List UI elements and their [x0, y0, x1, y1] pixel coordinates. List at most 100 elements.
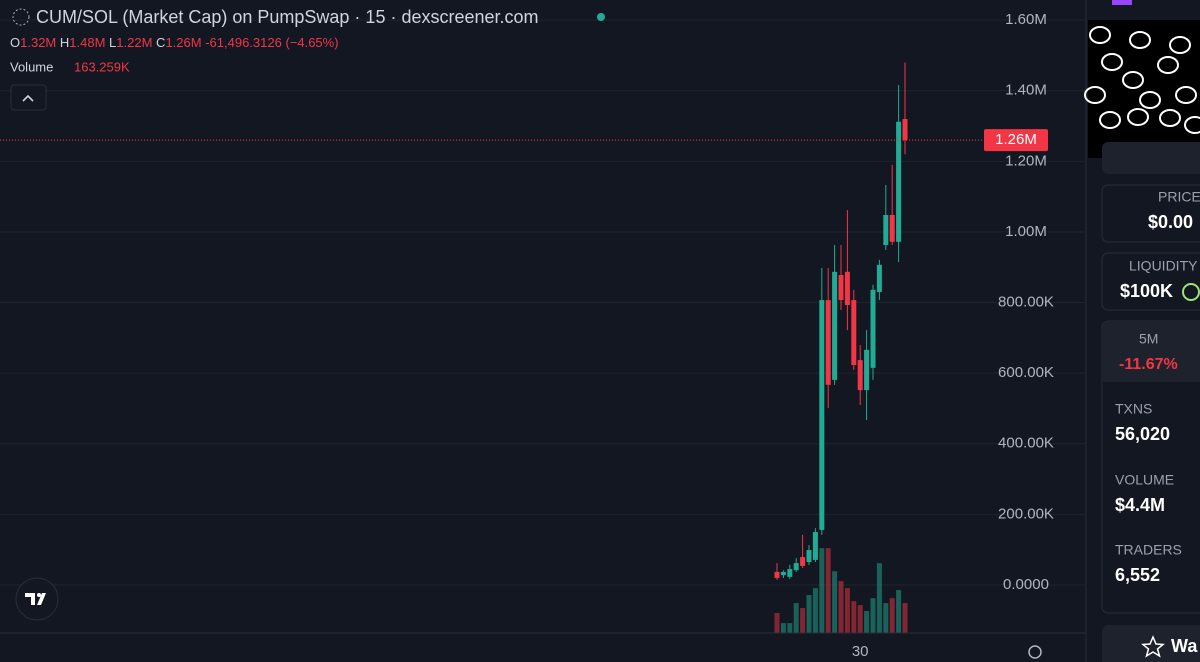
last-price-tag: [984, 129, 1048, 152]
settings-icon[interactable]: [1028, 645, 1042, 659]
ohlc-value: 1.22M: [116, 35, 152, 50]
candle-body: [864, 349, 870, 391]
y-tick-label: 800.00K: [998, 294, 1054, 311]
watchlist-text: Wa: [1171, 636, 1198, 656]
candle-body: [870, 289, 876, 368]
volume-title: Volume: [10, 59, 53, 74]
face: [1175, 86, 1197, 104]
face: [1101, 53, 1123, 71]
volume-bar: [838, 581, 844, 633]
volume-bar: [806, 595, 812, 633]
chart-title: CUM/SOL (Market Cap) on PumpSwap · 15 · …: [36, 7, 539, 27]
star-icon: [1141, 635, 1165, 658]
candle-body: [896, 121, 902, 242]
change-value: -11.67%: [1119, 356, 1178, 373]
lock-icon: [1182, 283, 1200, 301]
candle-body: [838, 275, 844, 301]
token-icon: [12, 8, 30, 26]
volume-bar: [844, 588, 850, 633]
volume-bar: [889, 598, 895, 633]
candle-body: [825, 300, 831, 385]
volume-bar: [902, 603, 908, 633]
face: [1084, 86, 1106, 104]
y-tick-label: 0.0000: [1003, 576, 1049, 593]
traders-label: TRADERS: [1115, 542, 1182, 558]
ohlc-key: H: [60, 35, 69, 50]
token-banner: [1088, 20, 1200, 158]
liquidity-box: [1101, 252, 1200, 311]
price-box: [1101, 184, 1200, 243]
face: [1099, 111, 1121, 129]
face: [1089, 26, 1111, 44]
candle-body: [806, 550, 812, 563]
candle-body: [876, 264, 882, 292]
candle-body: [902, 118, 908, 141]
logo-dot: [37, 593, 41, 597]
face: [1157, 56, 1179, 74]
candle-body: [812, 532, 818, 560]
status-dot: [597, 13, 605, 21]
price-value: $0.00: [1148, 212, 1193, 232]
candle-body: [832, 271, 838, 380]
ohlc-key: L: [109, 35, 116, 50]
candle-body: [889, 215, 895, 242]
volume-value: $4.4M: [1115, 495, 1165, 515]
volume-bar: [780, 623, 786, 633]
traders-value: 6,552: [1115, 565, 1160, 585]
y-tick-label: 200.00K: [998, 505, 1054, 522]
banner-button[interactable]: [1102, 142, 1200, 174]
volume-bar: [812, 588, 818, 633]
ohlc-line: O1.32M H1.48M L1.22M C1.26M -61,496.3126…: [10, 35, 339, 50]
candle-body: [883, 215, 889, 246]
y-tick-label: 1.20M: [1005, 152, 1047, 169]
volume-bar: [896, 590, 902, 633]
price-label: PRICE: [1158, 189, 1200, 205]
volume-bar: [864, 611, 870, 633]
logo-mark: [25, 593, 46, 605]
volume-bar: [870, 598, 876, 633]
collapse-button[interactable]: [10, 84, 47, 111]
ohlc-value: 1.32M: [20, 35, 56, 50]
y-tick-label: 1.00M: [1005, 223, 1047, 240]
candle-body: [819, 300, 825, 530]
chart: 1.60M 1.40M 1.20M 1.00M 800.00K 600.00K 400.00…: [0, 11, 1085, 660]
candle-body: [793, 563, 799, 571]
face: [1122, 71, 1144, 89]
change-label: 5M: [1139, 331, 1158, 347]
candle-body: [851, 300, 857, 366]
y-tick-label: 1.60M: [1005, 11, 1047, 28]
volume-label: VOLUME: [1115, 472, 1174, 488]
tv-logo[interactable]: [15, 577, 59, 621]
y-tick-label: 400.00K: [998, 435, 1054, 452]
volume-value: 163.259K: [74, 59, 130, 74]
face: [1184, 116, 1200, 134]
stats-box: [1101, 320, 1200, 614]
face: [1129, 31, 1151, 49]
candle-body: [780, 571, 786, 576]
ohlc-key: O: [10, 35, 20, 50]
candle-body: [774, 571, 780, 578]
ohlc-value: 1.48M: [69, 35, 105, 50]
tab-5m[interactable]: [1103, 322, 1200, 382]
volume-bar: [832, 571, 838, 633]
txns-label: TXNS: [1115, 401, 1152, 417]
logo-circle[interactable]: [15, 577, 59, 621]
ohlc-value: 1.26M: [165, 35, 201, 50]
liquidity-value: $100K: [1120, 281, 1173, 301]
y-tick-label: 1.40M: [1005, 82, 1047, 99]
volume-bar: [876, 563, 882, 633]
chevron: [22, 94, 34, 102]
volume-bar: [857, 605, 863, 633]
volume-bar: [851, 601, 857, 633]
candle-body: [844, 271, 850, 306]
candle-body: [800, 557, 806, 566]
face: [1169, 36, 1191, 54]
volume-bar: [883, 603, 889, 633]
x-tick-label: 30: [852, 643, 869, 660]
candle-body: [787, 569, 793, 577]
volume-bar: [800, 608, 806, 633]
liquidity-label: LIQUIDITY: [1129, 258, 1198, 274]
y-tick-label: 600.00K: [998, 364, 1054, 381]
